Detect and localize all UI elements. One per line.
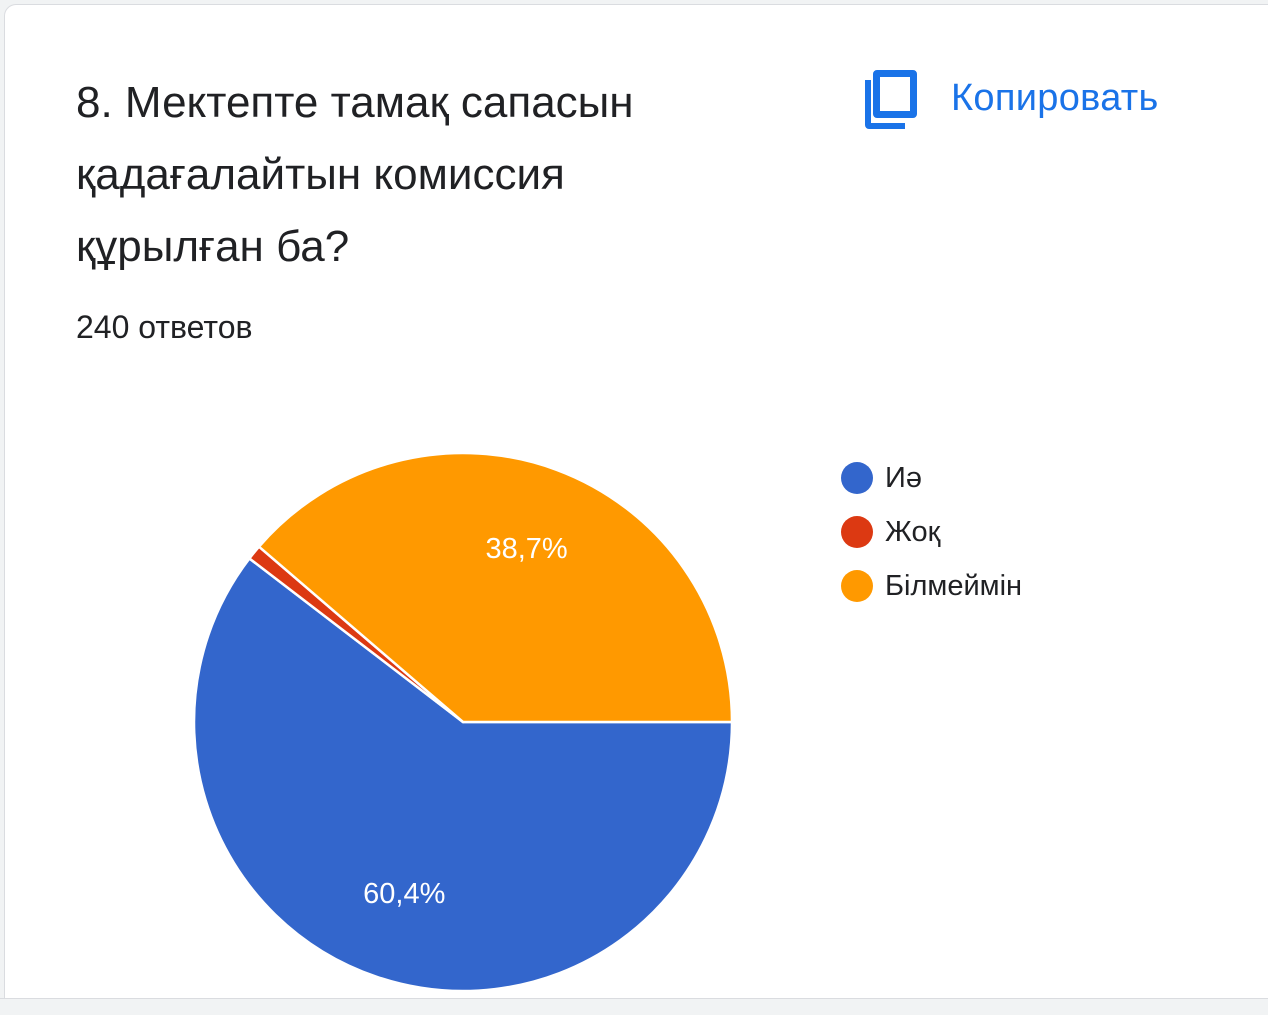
legend-swatch — [841, 516, 873, 548]
legend-swatch — [841, 462, 873, 494]
copy-button[interactable]: Копировать — [863, 63, 1159, 133]
slice-value-label: 38,7% — [485, 533, 567, 565]
pie-chart: 60,4% 38,7% — [5, 5, 1268, 998]
copy-icon — [863, 66, 919, 130]
question-title: 8. Мектепте тамақ сапасын қадағалайтын к… — [76, 67, 796, 283]
question-title-line: құрылған ба? — [76, 222, 350, 271]
page-bottom-edge — [0, 998, 1268, 1015]
chart-legend: Иә Жоқ Білмеймін — [841, 451, 1022, 613]
copy-button-label: Копировать — [951, 77, 1159, 119]
question-card: 8. Мектепте тамақ сапасын қадағалайтын к… — [4, 4, 1268, 998]
legend-label: Білмеймін — [885, 569, 1023, 602]
legend-item[interactable]: Жоқ — [841, 505, 1022, 559]
legend-label: Иә — [885, 461, 922, 494]
legend-item[interactable]: Білмеймін — [841, 559, 1022, 613]
legend-item[interactable]: Иә — [841, 451, 1022, 505]
legend-swatch — [841, 570, 873, 602]
legend-label: Жоқ — [885, 515, 941, 548]
pie-slice-2[interactable] — [257, 451, 734, 724]
pie-chart-svg: 60,4% 38,7% — [192, 451, 734, 993]
slice-value-label: 60,4% — [363, 878, 445, 910]
pie-slice-0[interactable] — [192, 557, 734, 993]
response-count: 240 ответов — [76, 309, 253, 345]
question-title-line: қадағалайтын комиссия — [76, 150, 565, 199]
question-title-line: 8. Мектепте тамақ сапасын — [76, 78, 634, 127]
